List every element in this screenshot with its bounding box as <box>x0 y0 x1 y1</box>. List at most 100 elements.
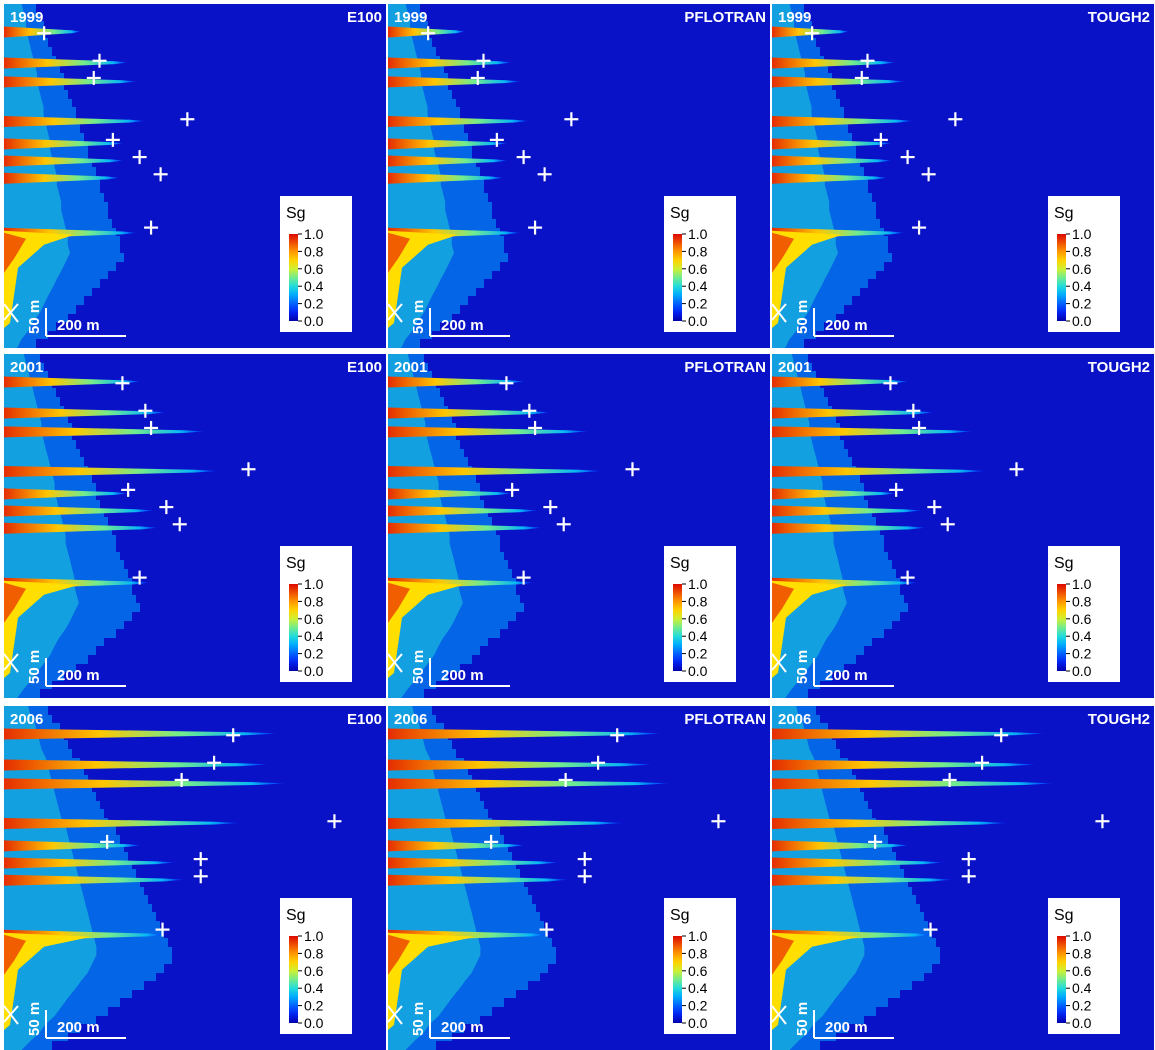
well-marker <box>564 112 579 127</box>
well-marker <box>556 517 571 532</box>
layer-tongue <box>388 759 652 771</box>
well-marker <box>153 167 168 182</box>
colorbar-tick-label: 1.0 <box>304 928 324 944</box>
well-marker <box>900 570 915 585</box>
layer-tongue <box>388 172 503 184</box>
injection-plume-core <box>388 934 410 975</box>
scale-bar-horizontal-label: 200 m <box>441 317 484 334</box>
well-marker <box>470 70 485 85</box>
colorbar-title: Sg <box>1054 205 1074 222</box>
well-marker <box>912 220 927 235</box>
well-marker <box>539 922 554 937</box>
colorbar-tick-label: 1.0 <box>304 576 324 592</box>
injection-point-marker <box>772 1005 787 1025</box>
layer-tongue <box>772 857 942 869</box>
layer-tongue <box>388 522 541 534</box>
injection-plume-core <box>4 934 26 975</box>
layer-tongue <box>772 759 1036 771</box>
injection-plume-core <box>4 582 26 623</box>
heatmap-svg: 2001 TOUGH2 200 m 50 m Sg 1.00.8 0.60.4 0.20.0 <box>772 354 1154 698</box>
layer-tongue <box>772 874 951 886</box>
scale-bar-vertical-label: 50 m <box>26 650 43 684</box>
layer-tongue <box>4 759 268 771</box>
panel-2006-tough2: 2006 TOUGH2 200 m 50 m Sg 1.0 0.8 0.6 0.4 0.2 0.0 <box>772 706 1154 1050</box>
well-marker <box>854 70 869 85</box>
panel-2001-tough2: 2001 TOUGH2 200 m 50 m Sg 1.0 0.8 0.6 0.4 0.2 0.0 <box>772 354 1154 698</box>
well-marker <box>577 852 592 867</box>
colorbar-tick-label: 0.6 <box>688 611 708 627</box>
layer-tongue <box>4 874 183 886</box>
scale-bar-vertical-label: 50 m <box>26 300 43 334</box>
well-marker <box>174 772 189 787</box>
year-label: 2001 <box>10 359 43 376</box>
layer-tongue <box>4 817 238 829</box>
layer-tongue <box>772 728 1044 740</box>
colorbar-legend: Sg 1.00.8 0.60.4 0.20.0 <box>664 546 736 682</box>
layer-tongue <box>772 155 891 167</box>
scale-bar: 200 m 50 m <box>26 1002 126 1039</box>
colorbar-tick-label: 0.6 <box>688 261 708 277</box>
colorbar-tick-label: 0.8 <box>304 593 324 609</box>
well-marker <box>489 132 504 147</box>
colorbar-tick-label: 0.8 <box>688 593 708 609</box>
colorbar-tick-label: 0.2 <box>688 998 708 1014</box>
layer-tongue <box>4 505 153 517</box>
layer-tongue <box>4 426 204 438</box>
layer-tongue <box>388 376 524 388</box>
colorbar-tick-label: 0.4 <box>1072 278 1092 294</box>
colorbar-title: Sg <box>670 205 690 222</box>
layer-tongue <box>388 488 512 500</box>
well-marker <box>516 570 531 585</box>
colorbar-tick-label: 0.6 <box>304 261 324 277</box>
layer-tongue <box>4 407 166 419</box>
injection-plume <box>388 580 464 678</box>
scale-bar-vertical-label: 50 m <box>794 300 811 334</box>
colorbar-tick-label: 0.2 <box>304 998 324 1014</box>
heatmap-svg: 1999 TOUGH2 200 m 50 m Sg 1.00.8 0.60.4 0.20.0 <box>772 4 1154 348</box>
colorbar-title: Sg <box>286 907 306 924</box>
well-marker <box>476 53 491 68</box>
colorbar-title: Sg <box>286 205 306 222</box>
layer-tongue <box>4 465 217 477</box>
colorbar-tick-label: 0.2 <box>688 646 708 662</box>
scale-bar: 200 m 50 m <box>410 300 510 337</box>
colorbar-tick-label: 0.0 <box>688 1015 708 1031</box>
layer-tongue <box>388 778 669 790</box>
colorbar-tick-label: 0.2 <box>688 296 708 312</box>
well-marker <box>577 869 592 884</box>
layer-tongue <box>4 138 123 150</box>
well-marker <box>505 482 520 497</box>
well-marker <box>860 53 875 68</box>
panel-2001-pflotran: 2001 PFLOTRAN 200 m 50 m Sg 1.0 0.8 0.6 0.4 0.2 0.… <box>388 354 770 698</box>
scale-bar-vertical-label: 50 m <box>410 650 427 684</box>
colorbar-tick-label: 0.2 <box>1072 296 1092 312</box>
layer-tongue <box>4 728 276 740</box>
layer-tongue <box>388 155 507 167</box>
layer-tongue <box>388 138 507 150</box>
well-marker <box>921 167 936 182</box>
scale-bar-horizontal-label: 200 m <box>57 667 100 684</box>
colorbar-legend: Sg 1.00.8 0.60.4 0.20.0 <box>280 546 352 682</box>
layer-tongue <box>388 407 550 419</box>
colorbar-tick-label: 0.0 <box>304 663 324 679</box>
scale-bar: 200 m 50 m <box>794 1002 894 1039</box>
heatmap-svg: 1999 PFLOTRAN 200 m 50 m Sg 1.00.8 0.60.4 0.20.… <box>388 4 770 348</box>
well-marker <box>155 922 170 937</box>
layer-tongue <box>4 76 136 88</box>
scale-bar: 200 m 50 m <box>410 650 510 687</box>
layer-tongue <box>388 465 601 477</box>
colorbar-title: Sg <box>286 555 306 572</box>
simulator-label: E100 <box>347 9 382 26</box>
year-label: 1999 <box>778 9 811 26</box>
scale-bar-vertical-label: 50 m <box>410 1002 427 1036</box>
layer-tongue <box>4 155 123 167</box>
injection-plume <box>4 230 74 328</box>
scale-bar-vertical-label: 50 m <box>26 1002 43 1036</box>
colorbar-tick-label: 0.4 <box>304 628 324 644</box>
panel-1999-tough2: 1999 TOUGH2 200 m 50 m Sg 1.0 0.8 0.6 0.4 0.2 0.0 <box>772 4 1154 348</box>
well-marker <box>528 220 543 235</box>
colorbar-tick-label: 0.4 <box>688 278 708 294</box>
well-marker <box>543 500 558 515</box>
colorbar-tick-label: 0.8 <box>304 243 324 259</box>
